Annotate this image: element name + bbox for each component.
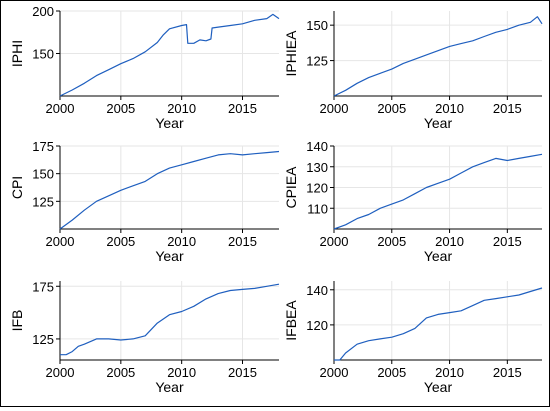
x-tick-label-3: 2015 [228,101,257,116]
x-tick-label-0: 2000 [46,234,75,249]
x-tick-label-3: 2015 [493,101,522,116]
chart-panel-3: 110 120 130 140 2000 2005 2010 2015 Year CPIEA [283,139,543,264]
y-tick-label-0: 125 [32,194,54,209]
x-tick-label-3: 2015 [493,365,522,380]
x-axis-title: Year [155,248,184,264]
x-tick-label-1: 2005 [377,234,406,249]
y-tick-label-1: 120 [306,181,328,196]
series-line [333,153,543,230]
series-line [59,13,280,97]
x-tick-label-0: 2000 [46,101,75,116]
y-axis-title: CPI [9,176,25,199]
x-tick-label-1: 2005 [106,234,135,249]
y-tick-label-1: 140 [306,283,328,298]
y-tick-label-3: 140 [306,139,328,154]
x-tick-label-0: 2000 [46,365,75,380]
y-axis-title: CPIEA [283,166,299,209]
chart-panel-1: 125 150 2000 2005 2010 2015 Year IPHIEA [283,11,543,131]
y-tick-label-0: 125 [306,54,328,69]
x-tick-label-2: 2010 [435,234,464,249]
x-axis-title: Year [424,248,453,264]
y-tick-label-1: 150 [32,167,54,182]
x-axis-title: Year [155,379,184,395]
x-tick-label-3: 2015 [493,234,522,249]
y-tick-label-0: 125 [32,332,54,347]
x-axis-title: Year [424,115,453,131]
x-tick-label-0: 2000 [320,234,349,249]
y-tick-label-1: 175 [32,279,54,294]
y-tick-label-1: 150 [306,18,328,33]
x-tick-label-1: 2005 [106,101,135,116]
chart-panel-2: 125 150 175 2000 2005 2010 2015 Year CPI [9,139,280,264]
y-tick-label-2: 130 [306,160,328,175]
x-tick-label-0: 2000 [320,101,349,116]
x-tick-label-1: 2005 [377,365,406,380]
y-tick-label-0: 110 [307,201,328,216]
x-axis-title: Year [155,115,184,131]
series-line [59,150,280,230]
x-tick-label-1: 2005 [106,365,135,380]
x-tick-label-2: 2010 [435,365,464,380]
series-line [334,287,543,361]
y-axis-title: IPHI [9,40,25,67]
x-axis-title: Year [424,379,453,395]
x-tick-label-2: 2010 [167,234,196,249]
chart-panel-5: 120 140 2000 2005 2010 2015 Year IFBEA [283,281,543,395]
x-tick-label-3: 2015 [228,234,257,249]
x-tick-label-2: 2010 [167,101,196,116]
x-tick-label-2: 2010 [167,365,196,380]
x-tick-label-2: 2010 [435,101,464,116]
y-axis-title: IFB [9,310,25,332]
y-axis-title: IPHIEA [283,30,299,77]
y-axis-title: IFBEA [283,300,299,341]
x-tick-label-1: 2005 [377,101,406,116]
y-tick-label-2: 175 [32,139,54,154]
y-tick-label-1: 200 [32,4,54,19]
x-tick-label-0: 2000 [320,365,349,380]
y-tick-label-0: 150 [32,47,54,62]
chart-panel-4: 125 175 2000 2005 2010 2015 Year IFB [9,279,280,395]
series-line [60,283,280,356]
y-tick-label-0: 120 [306,318,328,333]
series-line [333,16,543,97]
x-tick-label-3: 2015 [228,365,257,380]
chart-panel-0: 150 200 2000 2005 2010 2015 Year IPHI [9,4,280,131]
